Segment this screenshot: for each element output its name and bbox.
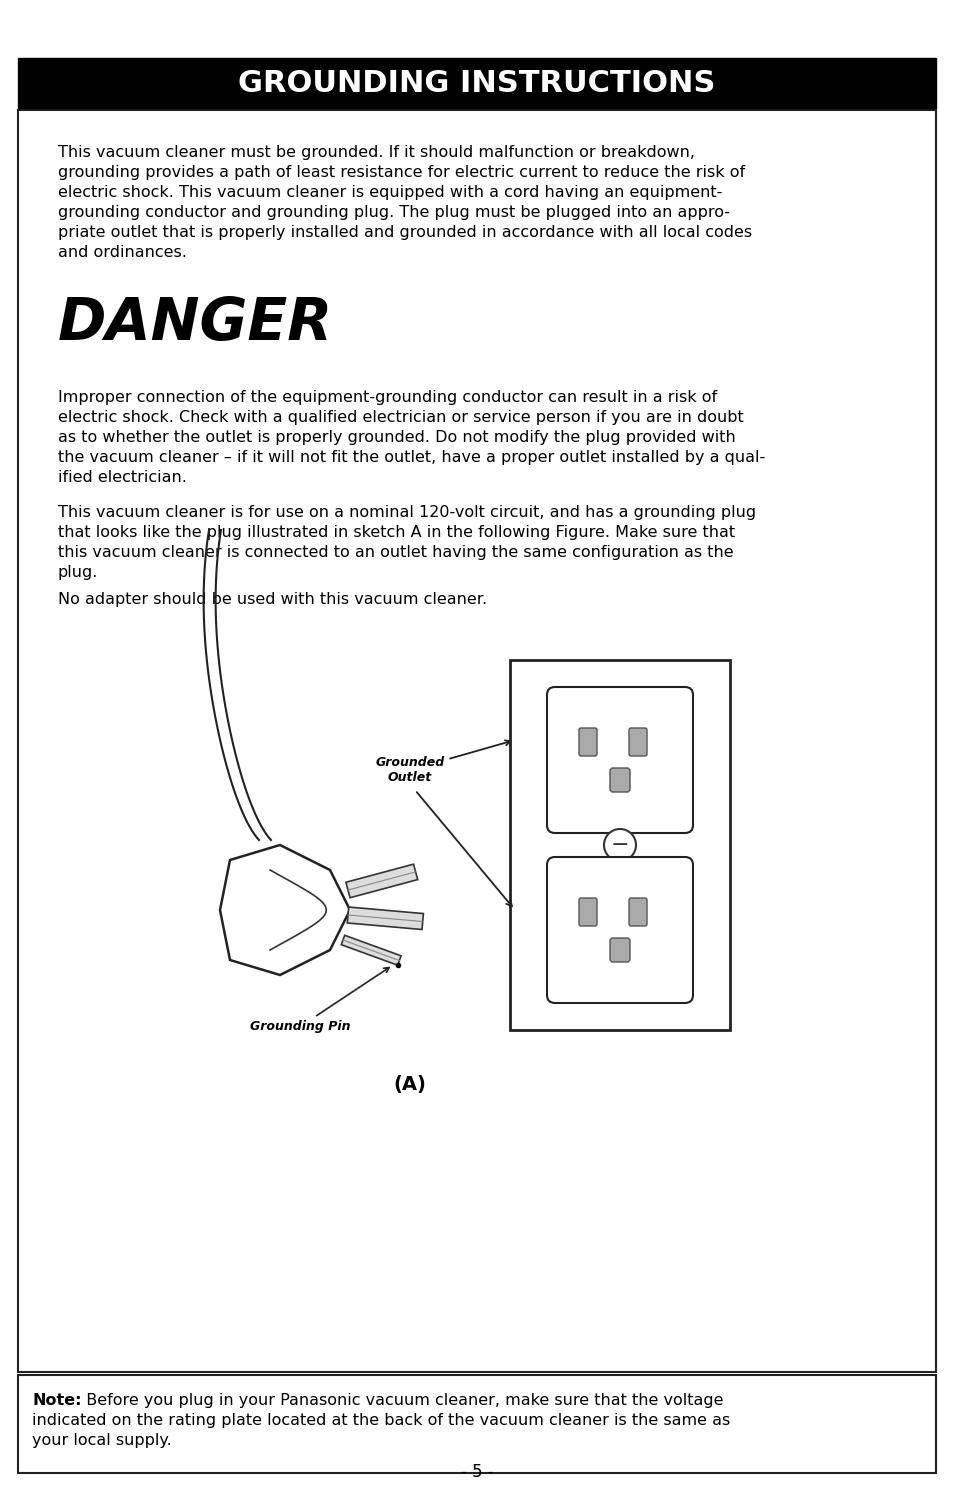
- Text: Grounding Pin: Grounding Pin: [250, 967, 389, 1033]
- Bar: [510, 660, 729, 1030]
- FancyBboxPatch shape: [628, 728, 646, 756]
- Text: Note:: Note:: [32, 1394, 81, 1409]
- FancyBboxPatch shape: [609, 939, 629, 963]
- Text: as to whether the outlet is properly grounded. Do not modify the plug provided w: as to whether the outlet is properly gro…: [58, 430, 735, 445]
- Polygon shape: [347, 907, 423, 930]
- Text: - 5 -: - 5 -: [460, 1463, 493, 1481]
- Text: indicated on the rating plate located at the back of the vacuum cleaner is the s: indicated on the rating plate located at…: [32, 1413, 729, 1428]
- Text: This vacuum cleaner must be grounded. If it should malfunction or breakdown,: This vacuum cleaner must be grounded. If…: [58, 145, 695, 160]
- Text: electric shock. Check with a qualified electrician or service person if you are : electric shock. Check with a qualified e…: [58, 410, 743, 425]
- Text: −: −: [610, 835, 629, 855]
- Polygon shape: [346, 864, 417, 898]
- Text: grounding provides a path of least resistance for electric current to reduce the: grounding provides a path of least resis…: [58, 165, 744, 180]
- Bar: [18, 1376, 935, 1473]
- Text: electric shock. This vacuum cleaner is equipped with a cord having an equipment-: electric shock. This vacuum cleaner is e…: [58, 186, 721, 201]
- Text: DANGER: DANGER: [58, 295, 333, 352]
- Text: Before you plug in your Panasonic vacuum cleaner, make sure that the voltage: Before you plug in your Panasonic vacuum…: [76, 1394, 722, 1409]
- Text: ified electrician.: ified electrician.: [58, 470, 187, 485]
- Text: This vacuum cleaner is for use on a nominal 120-volt circuit, and has a groundin: This vacuum cleaner is for use on a nomi…: [58, 504, 756, 519]
- FancyBboxPatch shape: [609, 768, 629, 792]
- Text: plug.: plug.: [58, 564, 98, 579]
- Text: Grounded
Outlet: Grounded Outlet: [375, 741, 510, 784]
- Text: grounding conductor and grounding plug. The plug must be plugged into an appro-: grounding conductor and grounding plug. …: [58, 205, 729, 220]
- Text: priate outlet that is properly installed and grounded in accordance with all loc: priate outlet that is properly installed…: [58, 225, 751, 240]
- Polygon shape: [220, 844, 350, 975]
- Bar: [18, 58, 935, 108]
- FancyBboxPatch shape: [546, 687, 692, 832]
- FancyBboxPatch shape: [628, 898, 646, 927]
- FancyBboxPatch shape: [578, 898, 597, 927]
- Text: the vacuum cleaner – if it will not fit the outlet, have a proper outlet install: the vacuum cleaner – if it will not fit …: [58, 451, 764, 466]
- FancyBboxPatch shape: [546, 856, 692, 1003]
- Text: this vacuum cleaner is connected to an outlet having the same configuration as t: this vacuum cleaner is connected to an o…: [58, 545, 733, 560]
- Bar: [18, 109, 935, 1371]
- FancyBboxPatch shape: [578, 728, 597, 756]
- Polygon shape: [341, 936, 400, 966]
- Text: Improper connection of the equipment-grounding conductor can result in a risk of: Improper connection of the equipment-gro…: [58, 391, 717, 406]
- Text: and ordinances.: and ordinances.: [58, 246, 187, 260]
- Circle shape: [603, 829, 636, 861]
- Text: your local supply.: your local supply.: [32, 1433, 172, 1448]
- Text: GROUNDING INSTRUCTIONS: GROUNDING INSTRUCTIONS: [238, 69, 715, 97]
- Text: No adapter should be used with this vacuum cleaner.: No adapter should be used with this vacu…: [58, 591, 487, 606]
- Text: (A): (A): [394, 1075, 426, 1094]
- Text: that looks like the plug illustrated in sketch A in the following Figure. Make s: that looks like the plug illustrated in …: [58, 525, 735, 540]
